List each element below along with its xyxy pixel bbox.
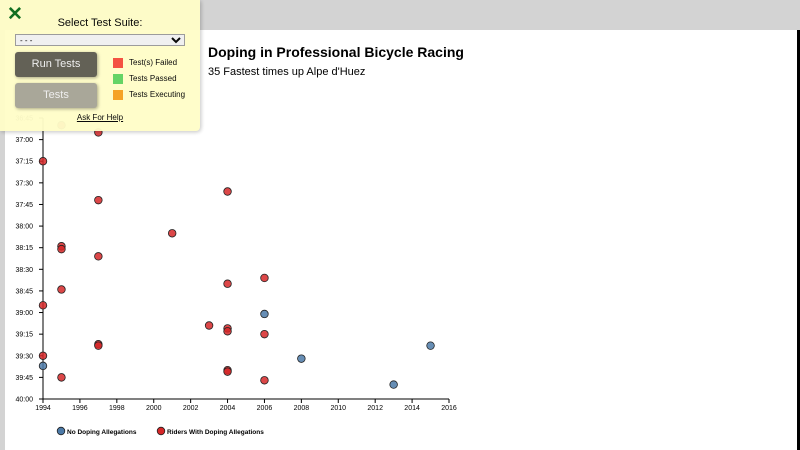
data-point bbox=[389, 380, 398, 389]
data-point bbox=[57, 373, 66, 382]
chart-title: Doping in Professional Bicycle Racing bbox=[208, 44, 464, 60]
chart-subtitle: 35 Fastest times up Alpe d'Huez bbox=[208, 66, 366, 78]
failed-swatch bbox=[113, 57, 123, 68]
y-tick-label: 38:00 bbox=[15, 224, 33, 231]
data-point bbox=[260, 309, 269, 319]
x-tick-label: 2012 bbox=[367, 405, 383, 412]
data-point bbox=[38, 157, 48, 166]
y-tick-label: 38:30 bbox=[15, 267, 33, 274]
close-icon[interactable]: ✕ bbox=[7, 4, 23, 25]
data-point bbox=[38, 301, 48, 310]
data-point bbox=[260, 329, 269, 339]
data-point bbox=[223, 367, 232, 376]
data-point bbox=[260, 376, 269, 385]
y-tick-label: 37:45 bbox=[15, 202, 33, 209]
x-tick-label: 2014 bbox=[404, 405, 420, 412]
y-tick-label: 39:15 bbox=[15, 332, 33, 339]
x-tick-label: 2000 bbox=[146, 405, 162, 412]
tests-button[interactable]: Tests bbox=[15, 83, 97, 108]
legend-marker bbox=[56, 426, 66, 436]
legend-passed: Tests Passed bbox=[113, 73, 177, 84]
legend-executing-label: Tests Executing bbox=[129, 90, 186, 99]
legend-marker bbox=[156, 426, 166, 436]
x-tick-label: 2004 bbox=[220, 405, 236, 412]
data-point bbox=[223, 327, 232, 336]
data-point bbox=[426, 341, 435, 350]
ask-for-help-link[interactable]: Ask For Help bbox=[76, 113, 124, 122]
data-point bbox=[223, 279, 232, 288]
x-tick-label: 1996 bbox=[72, 405, 88, 412]
x-tick-label: 2002 bbox=[183, 405, 199, 412]
data-point bbox=[297, 354, 306, 363]
passed-swatch bbox=[113, 73, 123, 84]
run-tests-button[interactable]: Run Tests bbox=[15, 52, 97, 77]
scrollbar[interactable] bbox=[797, 30, 800, 450]
y-tick-label: 39:30 bbox=[15, 353, 33, 360]
y-tick-label: 39:45 bbox=[15, 375, 33, 382]
data-point bbox=[260, 273, 269, 283]
data-point bbox=[38, 361, 48, 371]
legend-failed-label: Test(s) Failed bbox=[129, 58, 178, 67]
y-tick-label: 39:00 bbox=[15, 310, 33, 317]
data-point bbox=[38, 351, 48, 360]
y-tick-label: 37:00 bbox=[15, 137, 33, 144]
data-point bbox=[204, 321, 214, 330]
y-tick-label: 38:15 bbox=[15, 245, 33, 252]
y-tick-label: 40:00 bbox=[15, 397, 33, 404]
data-point bbox=[167, 229, 177, 238]
legend-label: Riders With Doping Allegations bbox=[167, 429, 264, 436]
executing-swatch bbox=[113, 89, 123, 100]
data-point bbox=[94, 195, 103, 205]
x-tick-label: 2010 bbox=[330, 405, 346, 412]
legend-failed: Test(s) Failed bbox=[113, 57, 177, 68]
select-suite-label: Select Test Suite: bbox=[57, 17, 143, 29]
y-tick-label: 37:15 bbox=[15, 159, 33, 166]
y-tick-label: 37:30 bbox=[15, 180, 33, 187]
x-tick-label: 2006 bbox=[257, 405, 273, 412]
legend-label: No Doping Allegations bbox=[67, 429, 137, 436]
y-tick-label: 38:45 bbox=[15, 288, 33, 295]
data-point bbox=[57, 285, 66, 294]
x-tick-label: 1998 bbox=[109, 405, 125, 412]
test-suite-select[interactable]: - - - bbox=[15, 34, 185, 46]
data-point bbox=[223, 187, 232, 196]
legend-executing: Tests Executing bbox=[113, 89, 185, 100]
test-suite-panel: ✕ Select Test Suite: - - - Run Tests Tes… bbox=[0, 0, 200, 131]
data-point bbox=[94, 341, 103, 350]
x-tick-label: 2008 bbox=[294, 405, 310, 412]
data-point bbox=[94, 252, 103, 261]
x-tick-label: 2016 bbox=[441, 405, 457, 412]
x-tick-label: 1994 bbox=[35, 405, 51, 412]
data-point bbox=[57, 244, 66, 254]
legend-passed-label: Tests Passed bbox=[129, 74, 177, 83]
